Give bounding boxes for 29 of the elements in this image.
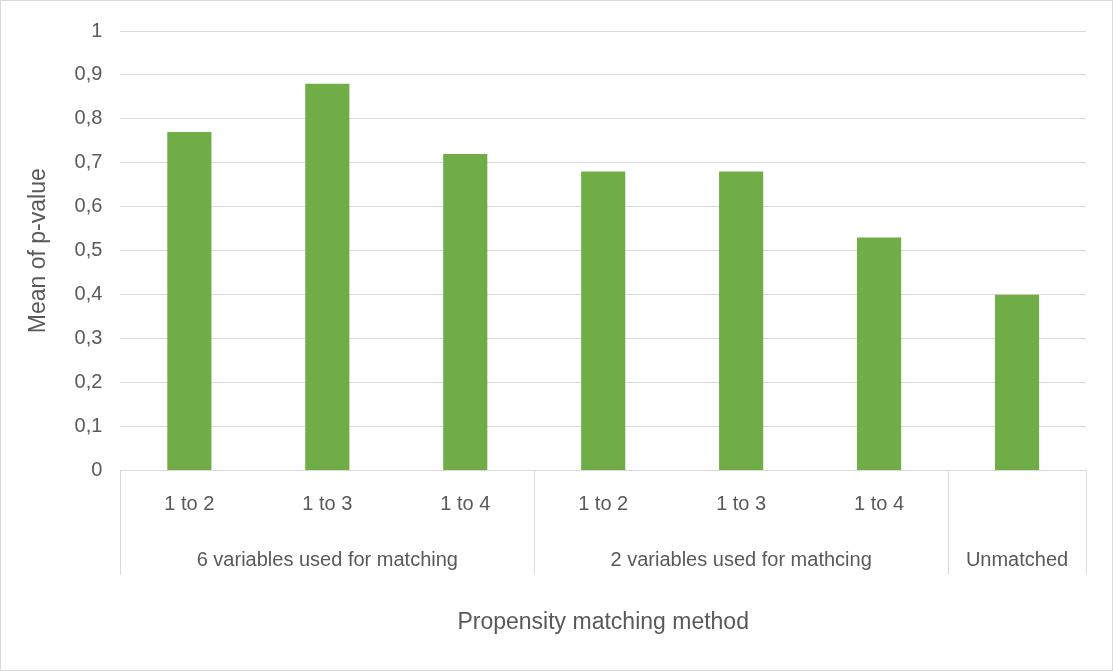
y-tick-label: 0 bbox=[91, 457, 103, 480]
bar bbox=[443, 154, 488, 470]
y-tick-label: 0,4 bbox=[74, 282, 103, 305]
bar bbox=[994, 294, 1040, 470]
y-tick-label: 0,8 bbox=[74, 106, 103, 129]
y-tick-label: 0,2 bbox=[74, 370, 103, 393]
text: 2 variables used for mathcing bbox=[610, 547, 872, 570]
x-tick-label: 1 to 2 bbox=[578, 491, 629, 514]
y-axis-title: Mean of p-value bbox=[24, 168, 51, 334]
x-tick-label: 1 to 4 bbox=[854, 491, 905, 514]
x-tick-label: 1 to 2 bbox=[164, 491, 215, 514]
y-tick-label: 0,1 bbox=[74, 413, 103, 436]
bar bbox=[305, 83, 350, 470]
x-tick-label: 1 to 3 bbox=[716, 491, 767, 514]
text: 6 variables used for matching bbox=[196, 547, 458, 570]
x-axis-title: Propensity matching method bbox=[457, 607, 749, 634]
x-tick-label: 1 to 3 bbox=[302, 491, 353, 514]
bar bbox=[719, 171, 764, 470]
bar bbox=[581, 171, 626, 470]
y-tick-label: 0,6 bbox=[74, 194, 103, 217]
text: Unmatched bbox=[965, 547, 1069, 570]
bar bbox=[857, 237, 902, 470]
y-tick-label: 0,7 bbox=[74, 150, 103, 173]
y-tick-label: 0,5 bbox=[74, 238, 103, 261]
y-tick-label: 1 bbox=[91, 18, 103, 41]
x-tick-label: 1 to 4 bbox=[440, 491, 491, 514]
y-tick-label: 0,9 bbox=[74, 62, 103, 85]
y-tick-label: 0,3 bbox=[74, 326, 103, 349]
bar bbox=[167, 132, 212, 470]
